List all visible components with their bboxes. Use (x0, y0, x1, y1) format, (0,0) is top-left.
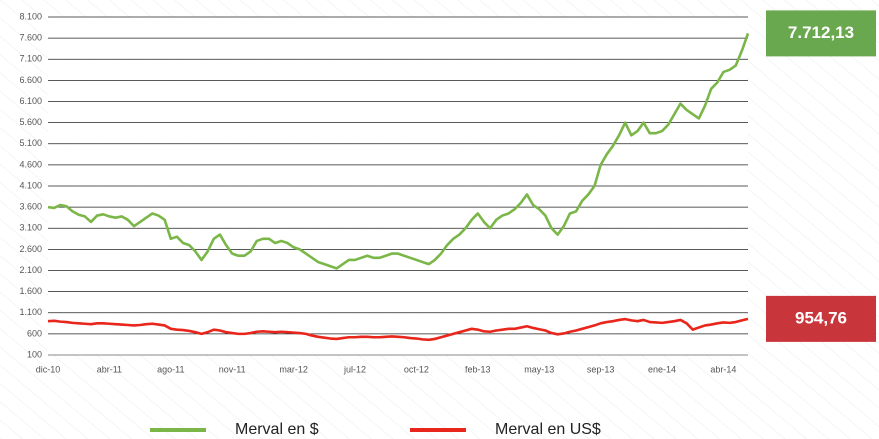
y-tick-label: 4.100 (19, 180, 42, 190)
x-tick-label: abr-11 (97, 364, 122, 374)
x-tick-label: feb-13 (465, 364, 491, 374)
x-tick-label: oct-12 (404, 364, 429, 374)
y-tick-label: 8.100 (19, 11, 42, 21)
legend-label: Merval en US$ (495, 421, 601, 438)
y-tick-label: 6.100 (19, 96, 42, 106)
value-box (766, 10, 876, 57)
x-tick-label: nov-11 (219, 364, 246, 374)
x-tick-label: dic-10 (36, 364, 61, 374)
value-box (766, 295, 876, 342)
y-tick-label: 6.600 (19, 75, 42, 85)
y-tick-label: 1.600 (19, 286, 42, 296)
y-tick-label: 600 (27, 328, 42, 338)
y-tick-label: 7.600 (19, 33, 42, 43)
y-tick-label: 2.100 (19, 265, 42, 275)
x-tick-label: jul-12 (343, 364, 366, 374)
y-tick-label: 4.600 (19, 159, 42, 169)
x-tick-label: may-13 (524, 364, 554, 374)
x-tick-label: ene-14 (648, 364, 676, 374)
y-tick-label: 5.100 (19, 138, 42, 148)
series-line (47, 32, 750, 270)
y-tick-label: 1.100 (19, 307, 42, 317)
x-tick-label: abr-14 (710, 364, 736, 374)
series-line (47, 317, 749, 342)
x-tick-label: ago-11 (157, 364, 184, 374)
y-tick-label: 100 (27, 349, 42, 359)
legend-label: Merval en $ (235, 421, 319, 438)
x-tick-label: mar-12 (279, 364, 308, 374)
y-tick-label: 7.100 (19, 54, 42, 64)
y-tick-label: 3.600 (19, 202, 42, 212)
y-tick-label: 3.100 (19, 223, 42, 233)
value-box-label: 7.712,13 (788, 23, 854, 42)
x-tick-label: sep-13 (587, 364, 615, 374)
y-tick-label: 2.600 (19, 244, 42, 254)
y-tick-label: 5.600 (19, 117, 42, 127)
value-box-label: 954,76 (795, 308, 847, 327)
